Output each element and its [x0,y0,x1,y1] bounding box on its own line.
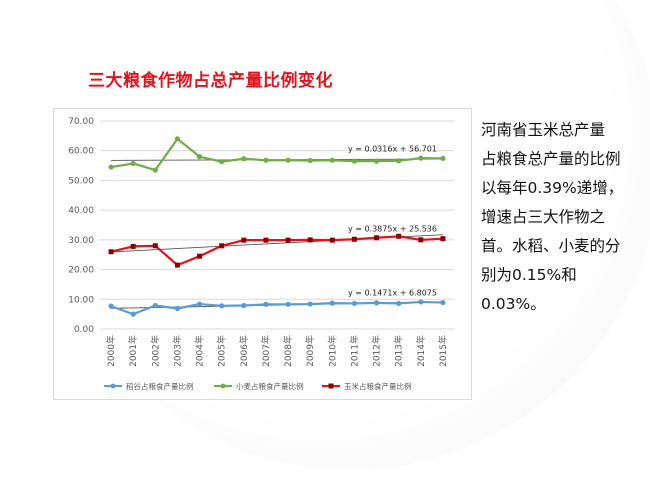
x-tick-label: 2008年 [282,335,294,367]
side-text-line: 0.03%。 [481,295,546,313]
data-point [108,303,114,309]
data-point [307,157,313,164]
data-point [329,237,335,243]
data-point [263,157,269,163]
y-tick-label: 10.00 [68,295,94,305]
side-text-line: 占粮食总产量的比例 [481,150,621,168]
data-point [130,311,136,317]
side-description: 河南省玉米总产量 占粮食总产量的比例 以每年0.39%递增， 增速占三大作物之 首。水稻… [481,116,631,319]
y-tick-label: 20.00 [68,266,94,276]
data-point [152,302,158,309]
series-line [110,300,443,316]
data-point [130,243,136,249]
x-tick-label: 2003年 [171,335,183,367]
y-tick-label: 30.00 [68,236,94,246]
side-text-line: 首。水稻、小麦的分 [481,237,621,255]
x-tick-label: 2010年 [326,335,338,367]
data-point [263,301,269,307]
x-tick-label: 2013年 [393,335,405,367]
data-point [396,233,402,239]
y-tick-label: 0.00 [74,325,94,335]
data-point [418,237,424,243]
x-tick-label: 2005年 [216,335,228,367]
data-point [241,156,247,162]
legend-marker [328,383,334,389]
data-point [241,237,247,243]
data-point [263,237,269,243]
data-point [351,158,358,164]
x-tick-label: 2012年 [371,335,383,367]
legend-label: 小麦占粮食产量比例 [236,381,304,391]
x-tick-label: 2014年 [415,335,427,367]
trend-equation: y = 0.1471x + 6.8075 [348,289,437,298]
data-point [351,300,358,307]
x-tick-label: 2001年 [127,335,139,367]
data-point [152,167,158,173]
x-tick-label: 2011年 [348,335,360,367]
data-point [174,136,181,142]
series-line [110,235,443,267]
side-text-line: 河南省玉米总产量 [481,121,606,139]
side-text-line: 别为0.15%和 [481,266,577,284]
data-point [307,237,313,243]
data-point [440,155,446,162]
data-point [396,158,402,164]
side-text-line: 以每年0.39%递增， [481,179,624,197]
data-point [285,237,291,243]
y-tick-label: 40.00 [68,206,94,216]
data-point [219,159,225,165]
side-text-line: 增速占三大作物之 [481,208,606,226]
data-point [174,262,180,268]
data-point [241,302,247,309]
trend-equation: y = 0.3875x + 25.536 [348,224,437,233]
data-point [307,301,313,307]
data-point [197,253,203,259]
data-point [373,158,380,164]
x-tick-label: 2007年 [260,335,272,367]
y-tick-label: 70.00 [68,117,94,127]
data-point [373,300,380,306]
legend-marker [110,383,116,389]
data-point [219,303,225,309]
legend-label: 玉米占粮食产量比例 [344,381,412,391]
data-point [329,157,335,163]
data-point [418,155,424,161]
data-point [108,164,114,170]
legend-label: 稻谷占粮食产量比例 [126,381,194,391]
chart-frame: 0.00 10.00 20.00 30.00 40.00 50.00 60.00 70.00 2… [53,108,472,400]
x-tick-label: 2004年 [194,335,206,367]
data-point [285,157,291,163]
data-point [396,300,402,307]
data-point [108,249,114,255]
y-tick-label: 50.00 [68,176,94,186]
data-point [130,160,136,167]
legend-marker [220,383,226,389]
data-point [329,300,335,306]
data-point [418,299,424,305]
data-point [351,236,357,242]
data-point [196,301,203,307]
data-point [219,243,225,249]
trend-equation: y = 0.0316x + 56.701 [348,144,437,153]
data-point [285,301,291,307]
data-point [152,243,158,249]
x-tick-label: 2000年 [105,335,117,367]
data-point [440,236,446,242]
x-tick-label: 2009年 [304,335,316,367]
x-tick-label: 2002年 [149,335,161,367]
y-tick-label: 60.00 [68,147,94,157]
series-line [110,137,443,172]
x-tick-label: 2015年 [437,335,449,367]
slide-title: 三大粮食作物占总产量比例变化 [88,71,333,91]
line-chart: 0.00 10.00 20.00 30.00 40.00 50.00 60.00 70.00 2… [68,117,454,391]
data-point [174,305,181,312]
data-point [196,154,203,160]
data-point [440,299,446,306]
data-point [374,235,380,241]
x-tick-label: 2006年 [238,335,250,367]
